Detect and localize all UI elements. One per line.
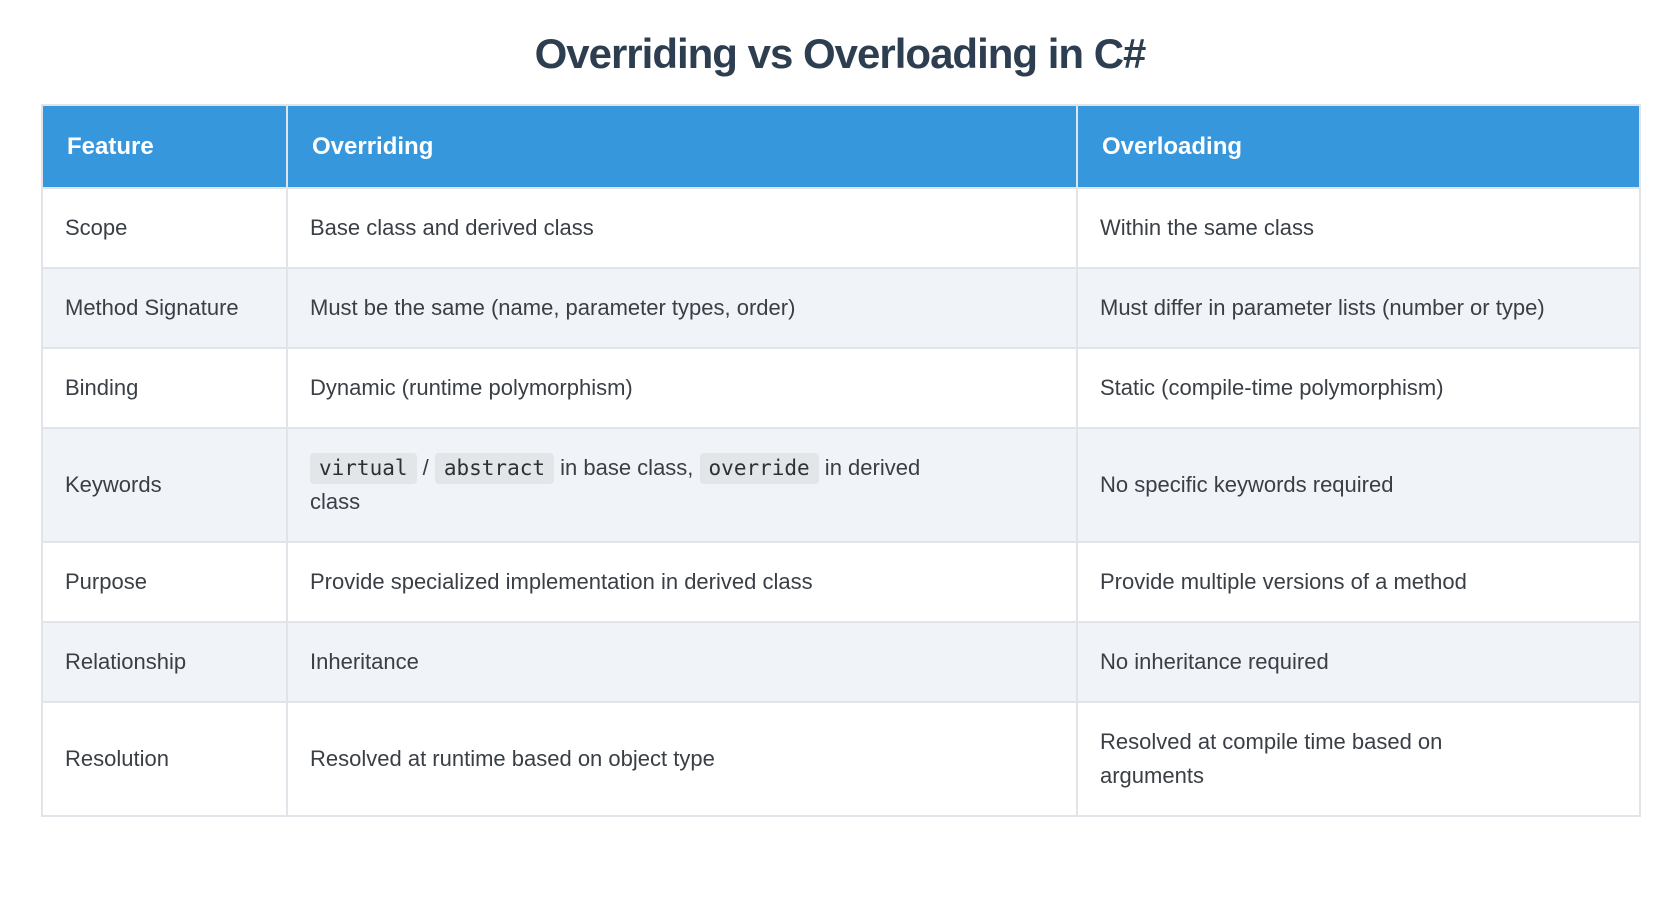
column-header-overloading: Overloading — [1076, 104, 1641, 189]
cell-content: Inheritance — [310, 645, 419, 679]
overloading-cell: No specific keywords required — [1076, 427, 1641, 543]
cell-content: Must be the same (name, parameter types,… — [310, 291, 795, 325]
cell-content: Resolved at runtime based on object type — [310, 742, 715, 776]
column-header-overriding: Overriding — [286, 104, 1078, 189]
cell-text: Provide multiple versions of a method — [1100, 569, 1467, 594]
overriding-cell: Resolved at runtime based on object type — [286, 701, 1078, 817]
cell-content: No inheritance required — [1100, 645, 1329, 679]
feature-label: Keywords — [65, 472, 162, 497]
cell-content: Within the same class — [1100, 211, 1314, 245]
overriding-cell: Provide specialized implementation in de… — [286, 541, 1078, 623]
table-row: Resolution Resolved at runtime based on o… — [41, 701, 1641, 817]
cell-text: Must differ in parameter lists (number o… — [1100, 295, 1545, 320]
cell-content: Dynamic (runtime polymorphism) — [310, 371, 633, 405]
overloading-cell: Static (compile-time polymorphism) — [1076, 347, 1641, 429]
table-row: Method Signature Must be the same (name, … — [41, 267, 1641, 349]
code-chip: override — [699, 453, 819, 484]
feature-cell: Resolution — [41, 701, 288, 817]
cell-text: Base class and derived class — [310, 215, 594, 240]
header-row: Feature Overriding Overloading — [41, 104, 1641, 189]
cell-content: No specific keywords required — [1100, 468, 1393, 502]
column-header-feature: Feature — [41, 104, 288, 189]
overloading-cell: Provide multiple versions of a method — [1076, 541, 1641, 623]
cell-text: Resolved at runtime based on object type — [310, 746, 715, 771]
cell-content: Provide specialized implementation in de… — [310, 565, 813, 599]
overriding-cell: Must be the same (name, parameter types,… — [286, 267, 1078, 349]
cell-text: / — [416, 455, 435, 480]
cell-text: Inheritance — [310, 649, 419, 674]
feature-label: Method Signature — [65, 295, 239, 320]
feature-label: Scope — [65, 215, 128, 240]
feature-cell: Keywords — [41, 427, 288, 543]
feature-cell: Binding — [41, 347, 288, 429]
overriding-cell: virtual / abstract in base class, overri… — [286, 427, 1078, 543]
feature-label: Purpose — [65, 569, 147, 594]
cell-text: Within the same class — [1100, 215, 1314, 240]
feature-cell: Method Signature — [41, 267, 288, 349]
cell-text: No inheritance required — [1100, 649, 1329, 674]
code-chip: virtual — [310, 453, 417, 484]
cell-text: Static (compile-time polymorphism) — [1100, 375, 1444, 400]
feature-label: Binding — [65, 375, 139, 400]
table-row: Purpose Provide specialized implementatio… — [41, 541, 1641, 623]
cell-content: Must differ in parameter lists (number o… — [1100, 291, 1545, 325]
feature-cell: Purpose — [41, 541, 288, 623]
overriding-cell: Dynamic (runtime polymorphism) — [286, 347, 1078, 429]
cell-content: Static (compile-time polymorphism) — [1100, 371, 1444, 405]
overloading-cell: Within the same class — [1076, 187, 1641, 269]
table-row: Relationship Inheritance No inheritance re… — [41, 621, 1641, 703]
overloading-cell: Must differ in parameter lists (number o… — [1076, 267, 1641, 349]
table-row: Binding Dynamic (runtime polymorphism) Sta… — [41, 347, 1641, 429]
table-row: Keywords virtual / abstract in base class… — [41, 427, 1641, 543]
cell-content: Provide multiple versions of a method — [1100, 565, 1467, 599]
overriding-cell: Inheritance — [286, 621, 1078, 703]
cell-content: Base class and derived class — [310, 211, 594, 245]
cell-text: Dynamic (runtime polymorphism) — [310, 375, 633, 400]
overloading-cell: Resolved at compile time based on argume… — [1076, 701, 1641, 817]
cell-text: Resolved at compile time based on argume… — [1100, 729, 1443, 788]
feature-cell: Scope — [41, 187, 288, 269]
page-title: Overriding vs Overloading in C# — [534, 30, 1147, 77]
comparison-table: Feature Overriding Overloading Scope Base… — [41, 104, 1641, 817]
feature-label: Relationship — [65, 649, 187, 674]
cell-text: Provide specialized implementation in de… — [310, 569, 813, 594]
overloading-cell: No inheritance required — [1076, 621, 1641, 703]
cell-text: in base class, — [554, 455, 700, 480]
feature-label: Resolution — [65, 746, 169, 771]
cell-text: Must be the same (name, parameter types,… — [310, 295, 796, 320]
table-row: Scope Base class and derived class Within … — [41, 187, 1641, 269]
cell-content: virtual / abstract in base class, overri… — [310, 451, 962, 519]
cell-content: Resolved at compile time based on argume… — [1100, 725, 1468, 793]
overriding-cell: Base class and derived class — [286, 187, 1078, 269]
cell-text: in derived class — [310, 455, 921, 514]
feature-cell: Relationship — [41, 621, 288, 703]
code-chip: abstract — [434, 453, 555, 484]
comparison-table-container: Feature Overriding Overloading Scope Base… — [41, 104, 1641, 817]
cell-text: No specific keywords required — [1100, 472, 1394, 497]
